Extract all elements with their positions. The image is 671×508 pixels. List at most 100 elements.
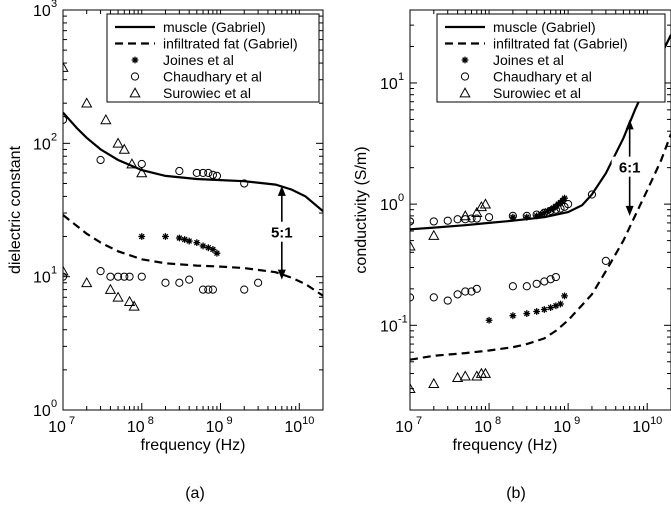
data-point [181, 236, 189, 243]
legend: muscle (Gabriel)infiltrated fat (Gabriel… [436, 13, 666, 103]
legend-entry-label: infiltrated fat (Gabriel) [493, 36, 628, 52]
data-point [254, 278, 263, 287]
data-point [162, 233, 169, 240]
y-tick-label: 10 [380, 318, 398, 335]
y-tick-exponent: 0 [398, 192, 404, 204]
data-point [429, 293, 438, 302]
data-point [561, 292, 568, 300]
data-point [547, 304, 554, 311]
plot-area [63, 61, 323, 311]
data-point [112, 291, 124, 302]
x-tick-exponent: 10 [650, 415, 662, 427]
y-tick-exponent: 1 [398, 71, 404, 83]
data-point [63, 272, 68, 281]
data-point [81, 276, 93, 288]
y-tick-label: 10 [33, 136, 51, 153]
data-point [410, 293, 415, 302]
series-line [63, 214, 323, 297]
data-point [208, 285, 217, 294]
data-point [138, 233, 146, 240]
data-point [192, 168, 201, 178]
data-point [556, 204, 565, 213]
data-point [551, 205, 560, 214]
y-tick-label: 10 [33, 270, 51, 287]
data-point [213, 249, 221, 257]
data-point [240, 285, 249, 294]
data-point [479, 367, 492, 378]
data-point [175, 278, 184, 287]
data-point [522, 282, 531, 291]
data-point [429, 217, 438, 226]
data-point [161, 278, 170, 287]
data-point [443, 216, 452, 225]
data-point [137, 272, 146, 281]
x-axis-label: frequency (Hz) [453, 437, 558, 454]
x-tick-exponent: 10 [302, 415, 314, 427]
data-point [63, 265, 69, 276]
data-point [443, 296, 452, 305]
data-point [475, 200, 488, 212]
series-markers [63, 61, 148, 311]
x-tick-exponent: 7 [416, 415, 422, 427]
data-point [100, 114, 112, 125]
data-point [546, 206, 555, 215]
data-point [136, 167, 148, 178]
legend-entry-label: Joines et al [493, 52, 564, 68]
data-point [509, 312, 517, 320]
ratio-arrow-head-top [625, 119, 634, 130]
data-point [204, 285, 213, 294]
x-tick-label: 10 [395, 419, 413, 436]
data-point [204, 168, 213, 178]
data-point [472, 214, 481, 223]
data-point [467, 214, 476, 223]
data-point [410, 217, 415, 226]
legend-box [106, 13, 320, 103]
ratio-arrow-head-bottom [277, 269, 286, 280]
x-tick-label: 10 [127, 419, 145, 436]
data-point [209, 246, 217, 253]
data-point [522, 211, 531, 220]
data-point [467, 287, 476, 296]
x-tick-label: 10 [632, 419, 650, 436]
data-point [104, 283, 117, 294]
data-point [540, 209, 548, 217]
legend-entry-label: Surowiec et al [163, 85, 251, 101]
y-tick-exponent: 1 [51, 265, 57, 277]
x-tick-exponent: 7 [69, 415, 75, 427]
data-point [552, 302, 560, 310]
data-point [508, 282, 517, 291]
y-axis-label: conductivity (S/m) [353, 146, 370, 273]
y-tick-exponent: 2 [51, 131, 57, 143]
ratio-annotation: 6:1 [611, 119, 648, 216]
series-markers [63, 115, 263, 294]
ratio-arrow-head-top [277, 185, 286, 196]
data-point [508, 211, 517, 220]
data-point [533, 308, 541, 315]
data-point [428, 229, 440, 240]
y-tick-exponent: 3 [51, 0, 57, 10]
data-point [472, 284, 481, 293]
legend-swatch [460, 72, 470, 81]
data-point [523, 310, 531, 317]
data-point [128, 300, 140, 311]
data-point [410, 382, 416, 394]
data-point [453, 215, 462, 224]
ratio-label: 5:1 [271, 225, 293, 242]
data-point [126, 158, 138, 169]
data-point [212, 171, 222, 180]
data-point [533, 212, 541, 220]
x-tick-label: 10 [474, 419, 492, 436]
series-line [63, 111, 323, 213]
legend: muscle (Gabriel)infiltrated fat (Gabriel… [106, 13, 320, 103]
data-point [561, 194, 568, 202]
y-tick-label: 10 [33, 403, 51, 420]
data-point [96, 155, 105, 165]
data-point [471, 206, 483, 218]
data-point [557, 300, 564, 308]
y-tick-exponent: -1 [398, 313, 408, 325]
data-point [120, 272, 129, 281]
ratio-label: 6:1 [619, 160, 641, 177]
series-markers [138, 233, 221, 257]
data-point [532, 279, 541, 288]
